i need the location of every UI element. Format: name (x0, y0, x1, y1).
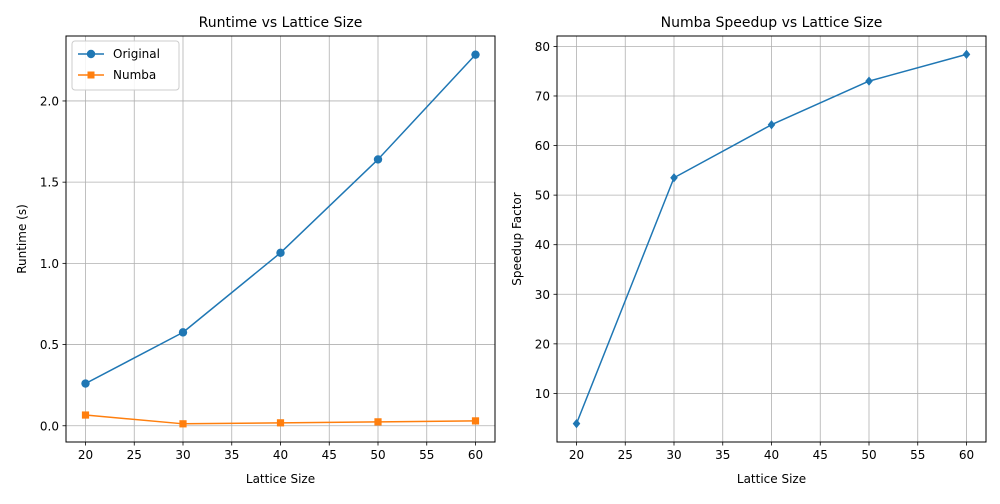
speedup-data-point (572, 419, 581, 429)
runtime-x-tick-label: 40 (273, 448, 288, 462)
speedup-y-tick-label: 60 (535, 139, 550, 153)
runtime-legend: Original Numba (71, 40, 180, 91)
speedup-data-point (962, 49, 971, 59)
runtime-y-tick-label: 0.5 (40, 338, 59, 352)
runtime-gridlines (66, 36, 495, 442)
runtime-x-tick-label: 25 (127, 448, 142, 462)
legend-numba-label: Numba (113, 68, 156, 82)
runtime-chart: 20 25 30 35 40 45 50 55 60 0.0 0.5 1.0 1.5 2.0 Runti… (15, 15, 496, 486)
runtime-y-ticks: 0.0 0.5 1.0 1.5 2.0 (40, 94, 66, 433)
runtime-chart-title: Runtime vs Lattice Size (199, 15, 363, 31)
runtime-x-tick-label: 20 (78, 448, 93, 462)
runtime-y-tick-label: 2.0 (40, 94, 59, 108)
runtime-x-tick-label: 50 (370, 448, 385, 462)
speedup-x-tick-label: 45 (813, 448, 828, 462)
speedup-data-point (865, 76, 873, 86)
speedup-x-axis-label: Lattice Size (737, 472, 806, 486)
runtime-x-axis-label: Lattice Size (246, 472, 315, 486)
speedup-x-tick-label: 35 (715, 448, 730, 462)
speedup-x-tick-label: 50 (861, 448, 876, 462)
runtime-x-tick-label: 35 (224, 448, 239, 462)
speedup-y-axis-label: Speedup Factor (510, 192, 524, 285)
speedup-chart: 20 25 30 35 40 45 50 55 60 10 20 30 40 50 60 70 80 Numb… (510, 15, 987, 486)
speedup-y-tick-label: 10 (535, 387, 550, 401)
speedup-x-tick-label: 60 (959, 448, 974, 462)
runtime-y-tick-label: 0.0 (40, 419, 59, 433)
runtime-x-tick-label: 45 (322, 448, 337, 462)
original-data-point (178, 328, 188, 337)
runtime-y-tick-label: 1.0 (40, 257, 59, 271)
speedup-series (572, 49, 971, 429)
original-data-point (373, 155, 383, 164)
speedup-y-tick-label: 20 (535, 337, 550, 351)
numba-data-point (276, 419, 285, 427)
original-data-point (276, 248, 285, 258)
speedup-x-tick-label: 30 (666, 448, 681, 462)
runtime-y-tick-label: 1.5 (40, 176, 59, 190)
speedup-x-tick-label: 25 (618, 448, 633, 462)
speedup-x-ticks: 20 25 30 35 40 45 50 55 60 (569, 442, 974, 462)
runtime-y-axis-label: Runtime (s) (15, 204, 29, 274)
speedup-chart-title: Numba Speedup vs Lattice Size (661, 15, 883, 31)
speedup-y-ticks: 10 20 30 40 50 60 70 80 (535, 40, 557, 401)
speedup-y-tick-label: 80 (535, 40, 550, 54)
legend-numba-marker (87, 71, 95, 79)
numba-data-point (81, 411, 90, 419)
runtime-x-ticks: 20 25 30 35 40 45 50 55 60 (78, 442, 483, 462)
speedup-data-point (767, 120, 776, 130)
runtime-x-tick-label: 30 (175, 448, 190, 462)
runtime-x-tick-label: 55 (419, 448, 434, 462)
original-data-point (81, 379, 90, 388)
numba-data-point (374, 418, 382, 426)
legend-original-label: Original (113, 47, 160, 61)
speedup-x-tick-label: 55 (910, 448, 925, 462)
speedup-x-tick-label: 40 (764, 448, 779, 462)
numba-data-point (179, 420, 187, 428)
legend-original-marker (86, 49, 96, 59)
numba-data-point (471, 417, 480, 425)
original-data-point (471, 50, 480, 59)
speedup-y-tick-label: 70 (535, 89, 550, 103)
speedup-y-tick-label: 30 (535, 288, 550, 302)
speedup-x-tick-label: 20 (569, 448, 584, 462)
runtime-series (81, 50, 480, 428)
runtime-x-tick-label: 60 (468, 448, 483, 462)
speedup-gridlines (557, 36, 986, 442)
speedup-y-tick-label: 50 (535, 189, 550, 203)
speedup-y-tick-label: 40 (535, 238, 550, 252)
speedup-data-point (670, 173, 678, 183)
